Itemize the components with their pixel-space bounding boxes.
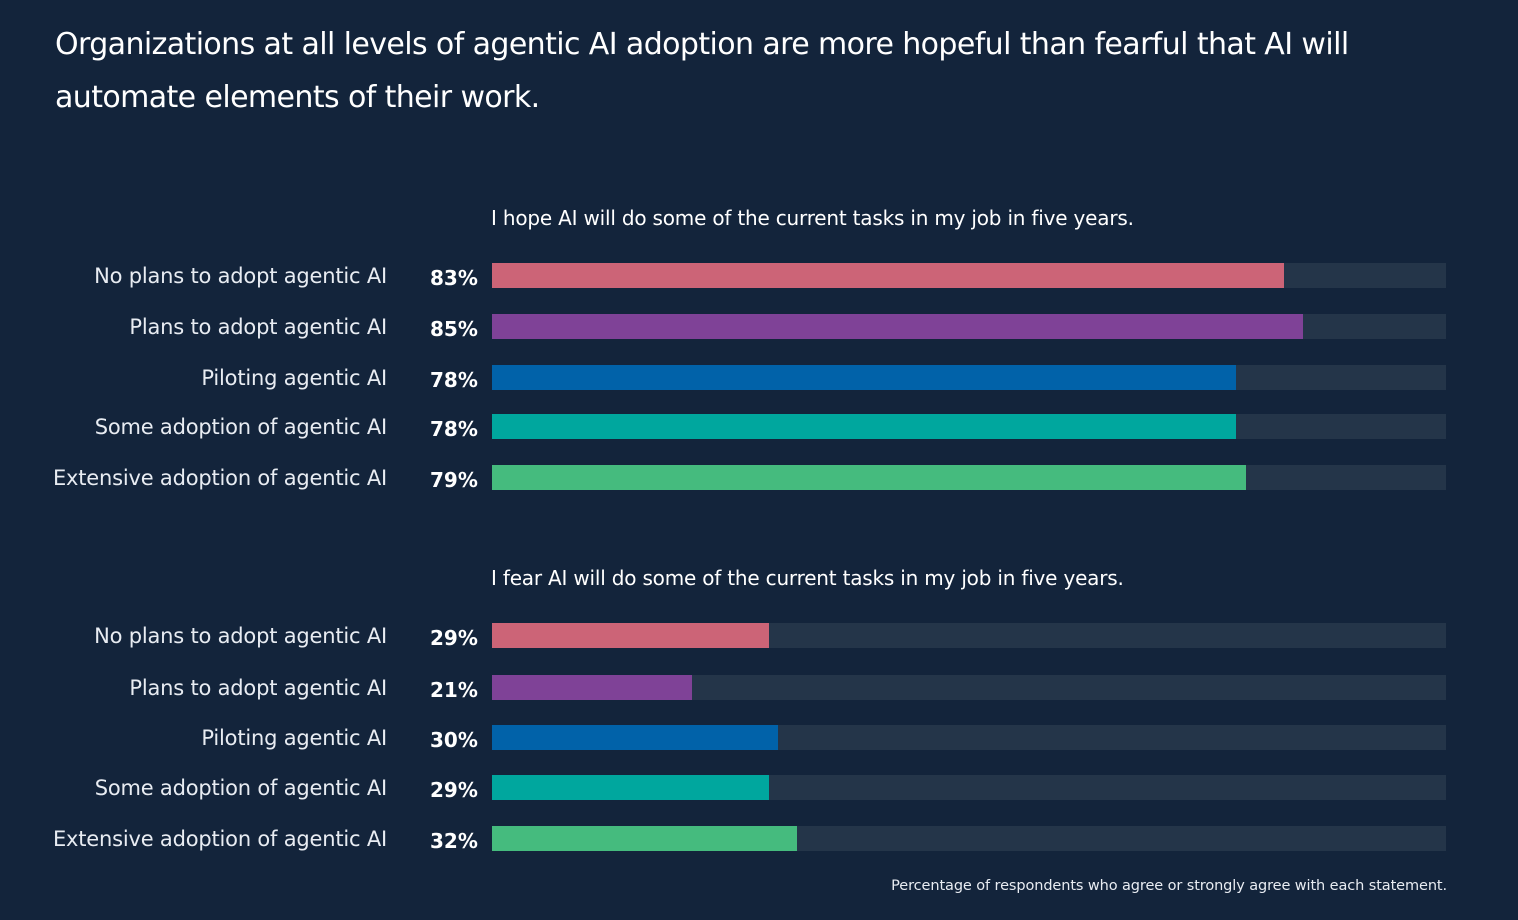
value-label: 29% xyxy=(430,778,478,802)
bar-track xyxy=(492,365,1446,390)
bar xyxy=(492,414,1237,439)
value-label: 85% xyxy=(430,317,478,341)
footnote: Percentage of respondents who agree or s… xyxy=(891,878,1447,894)
category-label: Some adoption of agentic AI xyxy=(94,415,388,439)
value-label: 30% xyxy=(430,728,478,752)
value-label: 78% xyxy=(430,417,478,441)
bar-row: Extensive adoption of agentic AI 32% xyxy=(0,826,1518,853)
category-label: Plans to adopt agentic AI xyxy=(129,676,387,700)
bar-track xyxy=(492,314,1446,339)
bar-row: Piloting agentic AI 78% xyxy=(0,365,1518,392)
value-label: 83% xyxy=(430,266,478,290)
value-label: 79% xyxy=(430,468,478,492)
category-label: Plans to adopt agentic AI xyxy=(129,315,387,339)
bar xyxy=(492,465,1246,490)
value-label: 78% xyxy=(430,368,478,392)
category-label: Some adoption of agentic AI xyxy=(94,776,388,800)
bar xyxy=(492,365,1237,390)
bar-track xyxy=(492,725,1446,750)
category-label: Piloting agentic AI xyxy=(201,726,387,750)
bar-track xyxy=(492,775,1446,800)
bar-row: Plans to adopt agentic AI 85% xyxy=(0,314,1518,341)
bar-row: Extensive adoption of agentic AI 79% xyxy=(0,465,1518,492)
bar xyxy=(492,675,693,700)
bar-row: Some adoption of agentic AI 78% xyxy=(0,414,1518,441)
bar-track xyxy=(492,414,1446,439)
bar xyxy=(492,314,1303,339)
bar-row: No plans to adopt agentic AI 83% xyxy=(0,263,1518,290)
category-label: Extensive adoption of agentic AI xyxy=(52,466,387,490)
value-label: 32% xyxy=(430,829,478,853)
bar xyxy=(492,775,769,800)
value-label: 21% xyxy=(430,678,478,702)
bar-track xyxy=(492,623,1446,648)
bar-track xyxy=(492,675,1446,700)
fear-panel-title: I fear AI will do some of the current ta… xyxy=(491,566,1124,590)
bar xyxy=(492,826,798,851)
category-label: Piloting agentic AI xyxy=(201,366,387,390)
chart-headline: Organizations at all levels of agentic A… xyxy=(55,27,1349,115)
bar xyxy=(492,623,769,648)
bar-row: Piloting agentic AI 30% xyxy=(0,725,1518,752)
bar-track xyxy=(492,826,1446,851)
bar-row: No plans to adopt agentic AI 29% xyxy=(0,623,1518,650)
bar-row: Plans to adopt agentic AI 21% xyxy=(0,675,1518,702)
bar xyxy=(492,725,779,750)
bar xyxy=(492,263,1284,288)
category-label: No plans to adopt agentic AI xyxy=(94,264,387,288)
value-label: 29% xyxy=(430,626,478,650)
bar-track xyxy=(492,465,1446,490)
bar-track xyxy=(492,263,1446,288)
category-label: Extensive adoption of agentic AI xyxy=(52,827,387,851)
category-label: No plans to adopt agentic AI xyxy=(94,624,387,648)
bar-row: Some adoption of agentic AI 29% xyxy=(0,775,1518,802)
hope-panel-title: I hope AI will do some of the current ta… xyxy=(491,206,1134,230)
